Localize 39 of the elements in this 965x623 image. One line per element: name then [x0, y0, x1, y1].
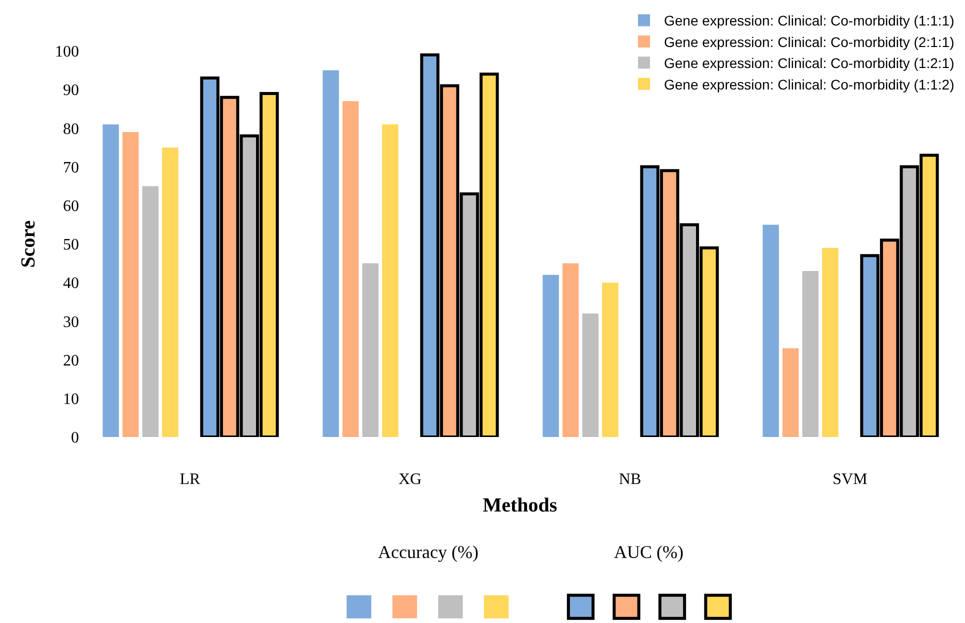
- bar: [122, 132, 139, 437]
- bar: [542, 274, 559, 437]
- bar: [102, 124, 119, 437]
- bar: [822, 248, 838, 437]
- x-axis-title: Methods: [482, 494, 558, 516]
- y-tick-label: 40: [63, 275, 79, 292]
- y-tick-label: 30: [63, 314, 79, 331]
- bar: [782, 348, 799, 437]
- bar: [162, 148, 178, 437]
- legend-label: Gene expression: Clinical: Co-morbidity (2:1:1): [664, 34, 954, 50]
- legend-label: Gene expression: Clinical: Co-morbidity (1:1:1): [664, 12, 954, 29]
- y-tick-label: 10: [63, 391, 79, 408]
- x-tick-label: NB: [618, 471, 642, 488]
- bar: [342, 101, 359, 437]
- bar: [322, 70, 339, 437]
- bar: [362, 263, 379, 437]
- y-tick-label: 0: [71, 430, 79, 447]
- x-tick-label: SVM: [832, 471, 868, 488]
- y-tick-label: 80: [63, 120, 79, 138]
- text: AUC (%): [614, 542, 684, 562]
- x-tick-label: LR: [180, 471, 201, 488]
- text: Accuracy (%): [378, 542, 478, 562]
- y-tick-label: 20: [63, 352, 79, 370]
- y-tick-label: 70: [63, 159, 79, 176]
- y-tick-label: 60: [63, 198, 79, 215]
- bar: [562, 263, 579, 437]
- bar: [582, 313, 599, 437]
- bar: [142, 186, 159, 437]
- x-tick-label: XG: [398, 471, 422, 488]
- y-tick-label: 90: [63, 82, 79, 100]
- legend-label: Gene expression: Clinical: Co-morbidity (1:2:1): [664, 55, 954, 72]
- bar: [762, 224, 779, 437]
- bar: [802, 271, 819, 437]
- y-axis-title: Score: [18, 220, 40, 268]
- y-tick-label: 100: [55, 44, 79, 61]
- legend-label: Gene expression: Clinical: Co-morbidity (1:1:2): [664, 76, 954, 92]
- bar: [602, 282, 618, 437]
- y-tick-label: 50: [63, 236, 79, 254]
- bar: [382, 124, 398, 437]
